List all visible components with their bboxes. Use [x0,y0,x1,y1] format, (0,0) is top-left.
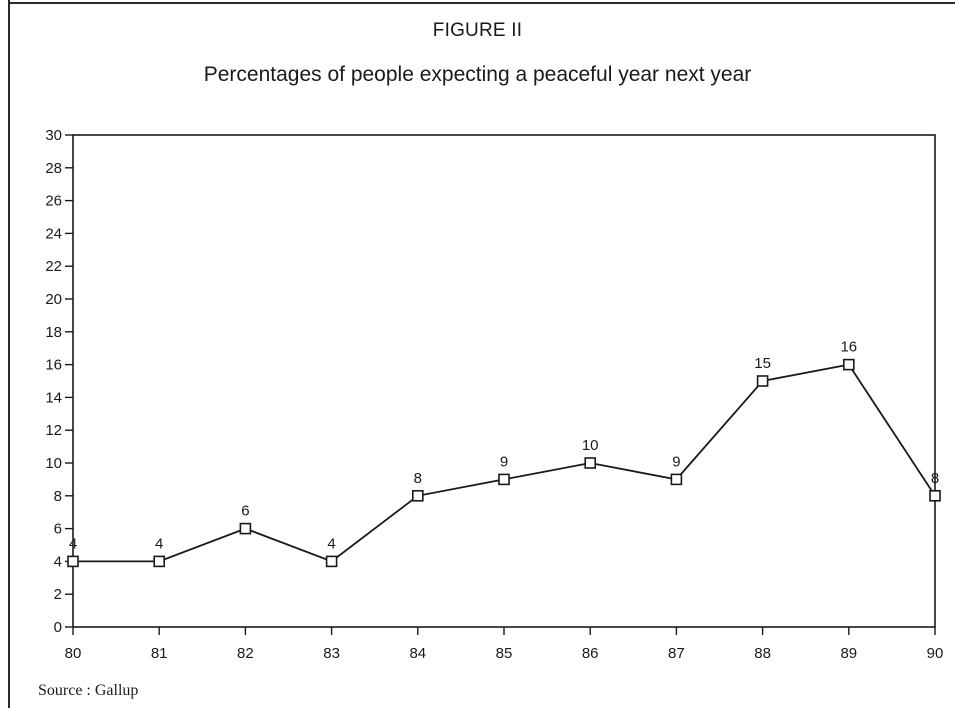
frame-left-border [8,0,10,708]
x-tick-label-83: 83 [323,645,340,662]
y-tick-label-6: 6 [54,521,62,538]
data-label-83: 4 [327,535,335,552]
y-tick-label-28: 28 [45,160,62,177]
data-label-89: 16 [840,339,857,356]
data-label-84: 8 [414,470,422,487]
data-point-85 [498,473,510,486]
data-label-88: 15 [754,355,771,372]
x-tick-label-88: 88 [754,645,771,662]
y-tick-label-0: 0 [54,619,62,636]
data-point-87 [670,473,683,486]
data-point-86 [584,457,597,469]
y-tick-label-18: 18 [45,324,62,341]
y-tick-label-16: 16 [45,357,62,374]
data-label-81: 4 [155,535,163,552]
data-label-87: 9 [672,453,680,470]
y-tick-label-30: 30 [45,127,62,144]
data-point-82 [239,522,252,535]
figure-label: FIGURE II [432,20,523,41]
x-tick-label-81: 81 [151,645,168,662]
y-tick-label-2: 2 [54,586,62,603]
frame-top-border [8,2,955,4]
data-point-89 [842,358,855,371]
data-point-81 [153,555,165,568]
x-tick-label-90: 90 [927,645,944,662]
data-label-86: 10 [582,437,599,454]
chart-title: Percentages of people expecting a peacef… [203,63,752,86]
x-tick-label-85: 85 [496,645,513,662]
y-tick-label-8: 8 [54,488,62,505]
data-label-90: 8 [931,470,939,487]
y-tick-label-20: 20 [45,291,62,308]
source-note: Source : Gallup [38,682,139,699]
y-tick-label-4: 4 [54,553,62,570]
x-tick-label-84: 84 [409,645,426,662]
x-tick-label-80: 80 [65,645,82,662]
y-tick-label-12: 12 [45,422,62,439]
x-tick-label-86: 86 [582,645,599,662]
x-tick-label-87: 87 [668,645,685,662]
data-point-83 [325,555,338,568]
data-label-80: 4 [69,535,77,552]
y-tick-label-14: 14 [45,389,62,406]
y-tick-label-22: 22 [45,258,62,275]
data-point-90 [929,489,941,502]
data-label-82: 6 [241,503,249,520]
data-point-88 [756,375,769,387]
x-tick-label-82: 82 [237,645,254,662]
plot-area-border [72,134,936,628]
y-tick-label-26: 26 [45,193,62,210]
y-tick-label-24: 24 [45,225,62,242]
x-tick-label-89: 89 [840,645,857,662]
y-tick-label-10: 10 [45,455,62,472]
data-label-85: 9 [500,453,508,470]
data-point-84 [411,489,424,502]
data-point-80 [67,555,79,568]
